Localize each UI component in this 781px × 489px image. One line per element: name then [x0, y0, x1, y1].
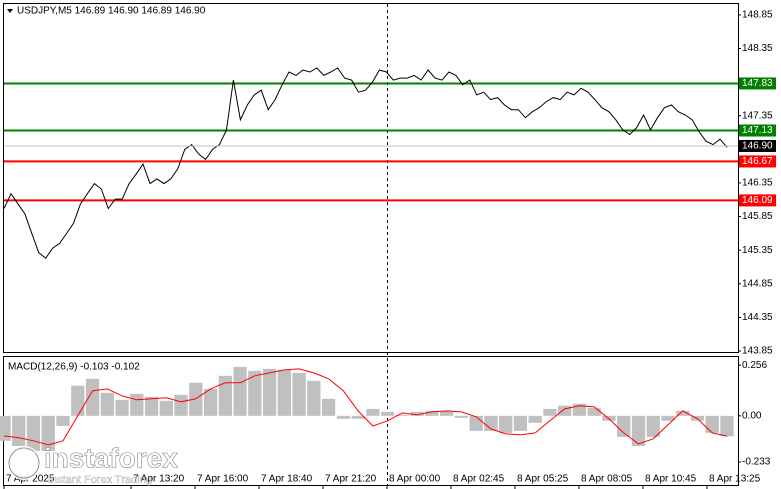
histogram-bar	[676, 410, 690, 416]
histogram-bar	[720, 415, 734, 437]
histogram-bar	[484, 415, 498, 431]
macd-title: MACD(12,26,9) -0.103 -0.102	[8, 362, 140, 373]
histogram-bar	[56, 415, 70, 426]
x-tick-label: 8 Apr 13:25	[709, 474, 761, 485]
x-tick-label: 7 Apr 16:00	[197, 474, 249, 485]
y-tick-label: 148.85	[742, 10, 773, 21]
histogram-bar	[646, 415, 660, 437]
histogram-bar	[159, 400, 173, 416]
histogram-bar	[513, 415, 528, 431]
histogram-bar	[41, 415, 55, 451]
histogram-bar	[631, 415, 646, 446]
histogram-bar	[351, 415, 365, 419]
histogram-bar	[12, 415, 26, 446]
level-label: 147.83	[742, 78, 773, 89]
x-tick-label: 8 Apr 08:05	[581, 474, 633, 485]
histogram-bar	[543, 408, 557, 416]
histogram-bar	[203, 388, 218, 416]
histogram-bar	[292, 372, 306, 416]
x-tick-label: 7 Apr 21:20	[325, 474, 377, 485]
x-tick-label: 8 Apr 02:45	[453, 474, 505, 485]
histogram-bar	[410, 411, 424, 416]
histogram-bar	[380, 411, 395, 416]
price-line	[3, 67, 728, 259]
brand: instaforex	[44, 442, 178, 473]
histogram-bar	[233, 366, 247, 416]
dropdown-icon	[7, 9, 13, 13]
histogram-bar	[440, 410, 454, 416]
y-tick-label: 0.256	[742, 360, 767, 371]
y-tick-label: 144.85	[742, 278, 773, 289]
y-tick-label: 144.35	[742, 312, 773, 323]
histogram-bar	[469, 415, 483, 431]
current-price-box	[739, 139, 776, 152]
histogram-bar	[528, 415, 542, 423]
histogram-bar	[336, 415, 351, 419]
level-label-box	[739, 155, 776, 168]
histogram-bar	[100, 392, 114, 416]
level-label: 146.09	[742, 195, 773, 206]
histogram-bar	[321, 398, 336, 416]
y-tick-label: 147.35	[742, 110, 773, 121]
logo-outline	[8, 447, 40, 479]
chart-title: USDJPY,M5 146.89 146.90 146.89 146.90	[17, 6, 206, 17]
histogram-bar	[115, 399, 129, 416]
histogram-bar	[144, 396, 159, 416]
histogram-bar	[85, 378, 100, 416]
histogram-bar	[307, 380, 321, 416]
x-tick-label: 7 Apr 2025	[6, 474, 55, 485]
logo-mark	[12, 451, 36, 471]
level-label-box	[739, 124, 776, 137]
histogram-bar	[366, 408, 380, 416]
x-tick-label: 7 Apr 18:40	[261, 474, 313, 485]
y-tick-label: 148.35	[742, 43, 773, 54]
signal-line	[3, 368, 728, 446]
y-tick-label: 143.85	[742, 346, 773, 357]
y-tick-label: 0.00	[742, 410, 762, 421]
histogram-bar	[262, 368, 277, 416]
histogram-bar	[454, 415, 469, 418]
histogram-bar	[395, 414, 410, 416]
level-label-box	[739, 194, 776, 207]
price-panel	[3, 3, 739, 353]
level-label: 147.13	[742, 125, 773, 136]
histogram-bar	[218, 375, 232, 416]
y-tick-label: 145.35	[742, 245, 773, 256]
histogram-bar	[0, 415, 11, 441]
tagline: Instant Forex Trading	[48, 474, 152, 486]
x-tick-label: 8 Apr 00:00	[389, 474, 441, 485]
histogram-bar	[587, 407, 601, 416]
x-tick-label: 7 Apr 13:20	[133, 474, 185, 485]
level-label-box	[739, 77, 776, 90]
histogram-bar	[174, 394, 188, 416]
y-tick-label: 146.35	[742, 178, 773, 189]
histogram-bar	[277, 369, 291, 416]
histogram-bar	[425, 410, 439, 416]
x-tick-label: 8 Apr 10:45	[645, 474, 697, 485]
histogram-bar	[26, 415, 41, 451]
histogram-bar	[499, 415, 513, 433]
histogram-bar	[705, 415, 719, 433]
header: USDJPY,M5 146.89 146.90 146.89 146.90 MA…	[7, 6, 206, 373]
y-tick-label: 145.85	[742, 211, 773, 222]
histogram-bar	[130, 393, 144, 416]
level-label: 146.67	[742, 156, 773, 167]
current-price-label: 146.90	[742, 141, 773, 152]
histogram-bar	[71, 385, 85, 416]
x-tick-label: 8 Apr 05:25	[517, 474, 569, 485]
histogram-bar	[558, 405, 572, 416]
watermark: instaforex Instant Forex Trading	[7, 442, 179, 486]
histogram-bar	[661, 415, 675, 421]
y-tick-label: -0.233	[742, 457, 771, 468]
histogram-bar	[617, 415, 631, 437]
marks: 148.85148.35147.85147.35146.85146.35145.…	[0, 10, 776, 489]
histogram-bar	[248, 370, 262, 416]
